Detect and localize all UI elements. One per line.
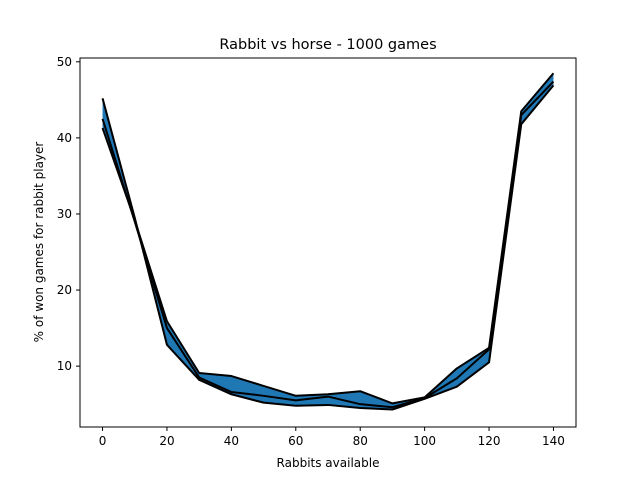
x-tick-label: 140 bbox=[542, 434, 565, 448]
x-tick-label: 20 bbox=[159, 434, 174, 448]
plot-frame bbox=[79, 57, 577, 428]
y-tick-label: 10 bbox=[57, 359, 72, 373]
chart-title: Rabbit vs horse - 1000 games bbox=[219, 37, 436, 53]
y-tick-label: 40 bbox=[57, 131, 72, 145]
series-line-3 bbox=[101, 72, 555, 405]
y-axis: 10 20 30 40 50 bbox=[57, 55, 80, 373]
x-tick-label: 0 bbox=[99, 434, 107, 448]
y-tick-label: 30 bbox=[57, 207, 72, 221]
y-axis-label: % of won games for rabbit player bbox=[32, 142, 46, 343]
x-tick-label: 40 bbox=[224, 434, 239, 448]
series-line-1 bbox=[101, 84, 555, 411]
x-axis: 0 20 40 60 80 100 120 140 bbox=[99, 427, 565, 448]
band-fill bbox=[102, 73, 554, 410]
y-tick-label: 20 bbox=[57, 283, 72, 297]
x-tick-label: 60 bbox=[288, 434, 303, 448]
x-tick-label: 120 bbox=[478, 434, 501, 448]
series-line-2 bbox=[101, 80, 555, 409]
x-tick-label: 80 bbox=[353, 434, 368, 448]
plot-area bbox=[101, 72, 555, 411]
x-tick-label: 100 bbox=[413, 434, 436, 448]
x-axis-label: Rabbits available bbox=[277, 456, 380, 470]
y-tick-label: 50 bbox=[57, 55, 72, 69]
